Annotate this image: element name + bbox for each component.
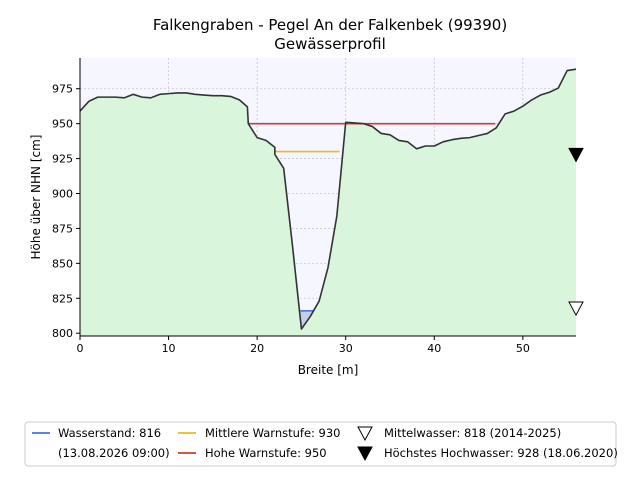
x-tick-label: 40 [427, 342, 441, 355]
y-tick-label: 850 [52, 257, 73, 270]
y-tick-label: 875 [52, 222, 73, 235]
y-axis-label: Höhe über NHN [cm] [29, 135, 43, 260]
x-axis-label: Breite [m] [298, 363, 359, 377]
y-tick-label: 950 [52, 118, 73, 131]
mean-water-marker [568, 301, 584, 317]
legend-warn-mid-label: Mittlere Warnstufe: 930 [205, 426, 341, 440]
profile-line [80, 68, 576, 330]
x-tick-label: 20 [250, 342, 264, 355]
y-tick-label: 900 [52, 188, 73, 201]
chart-subtitle: Gewässerprofil [274, 35, 386, 53]
legend-water-level-timestamp: (13.08.2026 09:00) [58, 446, 170, 460]
legend-frame [24, 421, 617, 467]
y-tick-label: 800 [52, 327, 73, 340]
highest-flood-marker [568, 147, 584, 163]
x-tick-label: 0 [77, 342, 84, 355]
plot-area: 0 10 20 30 40 50 800 825 850 875 900 925 950 975 [52, 58, 584, 355]
x-tick-label: 10 [162, 342, 176, 355]
y-tick-label: 925 [52, 153, 73, 166]
legend-highest-flood-triangle-icon [357, 446, 373, 462]
legend-water-level-label: Wasserstand: 816 [58, 426, 161, 440]
legend-mean-water-triangle-icon [357, 426, 373, 442]
legend-highest-flood-label: Höchstes Hochwasser: 928 (18.06.2020) [384, 446, 618, 460]
y-tick-label: 825 [52, 292, 73, 305]
x-tick-label: 50 [516, 342, 530, 355]
legend-warn-high-label: Hohe Warnstufe: 950 [205, 446, 327, 460]
legend: Wasserstand: 816 (13.08.2026 09:00) Mitt… [24, 421, 618, 467]
ground-area [80, 69, 576, 336]
legend-mean-water-label: Mittelwasser: 818 (2014-2025) [384, 426, 561, 440]
x-tick-label: 30 [339, 342, 353, 355]
chart-title: Falkengraben - Pegel An der Falkenbek (9… [153, 16, 507, 34]
y-tick-label: 975 [52, 83, 73, 96]
